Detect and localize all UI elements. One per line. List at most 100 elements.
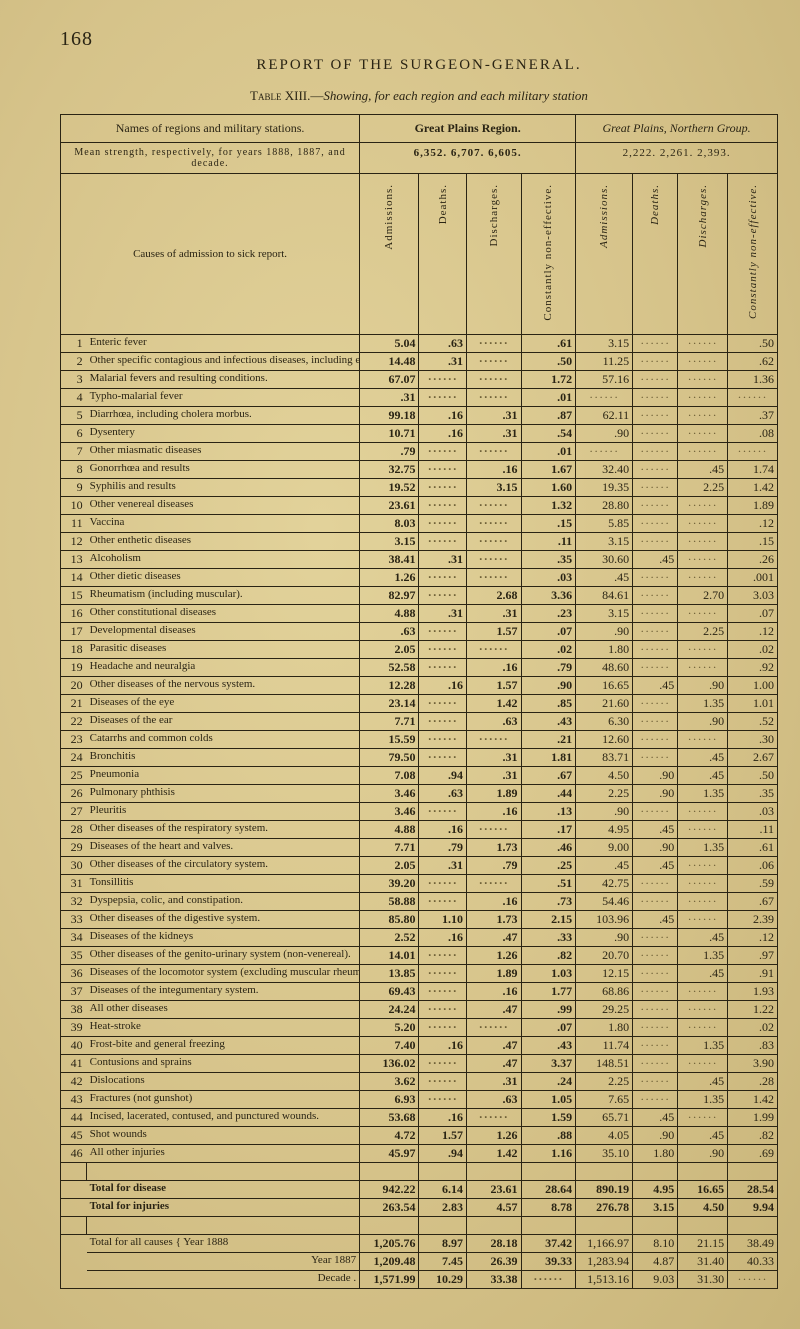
col-discharges-2: Discharges. bbox=[678, 174, 728, 335]
cell-discharges-2: .45 bbox=[678, 460, 728, 478]
cell-discharges-2: .45 bbox=[678, 1126, 728, 1144]
cell-discharges-2: ······ bbox=[678, 1018, 728, 1036]
allcauses-label: Total for all causes { Year 1888 bbox=[87, 1234, 360, 1252]
row-number bbox=[61, 1234, 87, 1288]
cell-admissions-2: 5.85 bbox=[576, 514, 633, 532]
cell-admissions: 3.46 bbox=[360, 802, 419, 820]
cell-deaths-2: .45 bbox=[633, 676, 678, 694]
cause-name: Other diseases of the circulatory system… bbox=[87, 856, 360, 874]
cell-deaths-2: ······ bbox=[633, 1036, 678, 1054]
cause-name: Gonorrhœa and results bbox=[87, 460, 360, 478]
cell-deaths-2: ······ bbox=[633, 442, 678, 460]
cell-discharges: ······ bbox=[466, 514, 521, 532]
cell-admissions: 7.71 bbox=[360, 712, 419, 730]
cell-noneffective: .61 bbox=[521, 334, 576, 352]
col-admissions-2: Admissions. bbox=[576, 174, 633, 335]
table-row: 9Syphilis and results19.52······3.151.60… bbox=[61, 478, 778, 496]
cell-discharges-2: 1.35 bbox=[678, 1090, 728, 1108]
cell-noneffective: .13 bbox=[521, 802, 576, 820]
cell-discharges: 26.39 bbox=[466, 1252, 521, 1270]
cell-deaths-2: ······ bbox=[633, 370, 678, 388]
cell-noneffective-2: 1.99 bbox=[728, 1108, 778, 1126]
cell-noneffective-2: .50 bbox=[728, 334, 778, 352]
cell-noneffective-2: .61 bbox=[728, 838, 778, 856]
cell-discharges-2: ······ bbox=[678, 334, 728, 352]
cell-noneffective-2: 3.90 bbox=[728, 1054, 778, 1072]
row-number: 17 bbox=[61, 622, 87, 640]
table-row: 17Developmental diseases.63······1.57.07… bbox=[61, 622, 778, 640]
cell-deaths: ······ bbox=[419, 730, 466, 748]
cell-admissions: 5.04 bbox=[360, 334, 419, 352]
cell-discharges-2: ······ bbox=[678, 604, 728, 622]
cell-noneffective: ······ bbox=[521, 1270, 576, 1288]
hdr-north: Great Plains, Northern Group. bbox=[576, 115, 778, 143]
table-row: 24Bronchitis79.50······.311.8183.71·····… bbox=[61, 748, 778, 766]
cell-deaths: 2.83 bbox=[419, 1198, 466, 1216]
cell-noneffective-2: .06 bbox=[728, 856, 778, 874]
cell-noneffective-2: ······ bbox=[728, 1270, 778, 1288]
cell-discharges-2: ······ bbox=[678, 910, 728, 928]
cell-discharges: 23.61 bbox=[466, 1180, 521, 1198]
cell-admissions: 45.97 bbox=[360, 1144, 419, 1162]
table-row: 6Dysentery10.71.16.31.54.90············.… bbox=[61, 424, 778, 442]
cell-noneffective: .01 bbox=[521, 388, 576, 406]
table-row: 39Heat-stroke5.20············.071.80····… bbox=[61, 1018, 778, 1036]
cell-deaths: .63 bbox=[419, 784, 466, 802]
cell-discharges: ······ bbox=[466, 370, 521, 388]
cell-admissions-2: 3.15 bbox=[576, 532, 633, 550]
cell-noneffective-2: 40.33 bbox=[728, 1252, 778, 1270]
cell-discharges: .16 bbox=[466, 892, 521, 910]
cell-deaths: ······ bbox=[419, 442, 466, 460]
cell-admissions: 5.20 bbox=[360, 1018, 419, 1036]
col-admissions-1: Admissions. bbox=[360, 174, 419, 335]
cell-deaths-2: .45 bbox=[633, 820, 678, 838]
table-row: 22Diseases of the ear7.71······.63.436.3… bbox=[61, 712, 778, 730]
cell-discharges: 1.57 bbox=[466, 676, 521, 694]
totals-label: Total for injuries bbox=[87, 1198, 360, 1216]
cell-deaths: ······ bbox=[419, 514, 466, 532]
cell-noneffective: .51 bbox=[521, 874, 576, 892]
row-number: 23 bbox=[61, 730, 87, 748]
row-number: 16 bbox=[61, 604, 87, 622]
cell-noneffective: 1.16 bbox=[521, 1144, 576, 1162]
cell-admissions-2: .90 bbox=[576, 622, 633, 640]
cell-noneffective-2: 9.94 bbox=[728, 1198, 778, 1216]
cell-admissions: 58.88 bbox=[360, 892, 419, 910]
cell-admissions: 52.58 bbox=[360, 658, 419, 676]
cell-admissions: 1.26 bbox=[360, 568, 419, 586]
row-number: 25 bbox=[61, 766, 87, 784]
cell-noneffective-2: .62 bbox=[728, 352, 778, 370]
cell-deaths: .16 bbox=[419, 424, 466, 442]
cell-admissions: 6.93 bbox=[360, 1090, 419, 1108]
cell-admissions: 14.01 bbox=[360, 946, 419, 964]
cell-discharges-2: 1.35 bbox=[678, 838, 728, 856]
row-number: 39 bbox=[61, 1018, 87, 1036]
cell-admissions-2: .90 bbox=[576, 424, 633, 442]
cell-discharges-2: 4.50 bbox=[678, 1198, 728, 1216]
cell-admissions-2: 1.80 bbox=[576, 1018, 633, 1036]
table-row: 27Pleuritis3.46······.16.13.90··········… bbox=[61, 802, 778, 820]
cell-discharges: 3.15 bbox=[466, 478, 521, 496]
cell-noneffective-2: .59 bbox=[728, 874, 778, 892]
cell-deaths: ······ bbox=[419, 532, 466, 550]
cause-name: Vaccina bbox=[87, 514, 360, 532]
cause-name: Other venereal diseases bbox=[87, 496, 360, 514]
cell-deaths-2: 4.87 bbox=[633, 1252, 678, 1270]
cell-deaths: ······ bbox=[419, 640, 466, 658]
allcauses-row: Total for all causes { Year 18881,205.76… bbox=[61, 1234, 778, 1252]
cell-deaths: .63 bbox=[419, 334, 466, 352]
cell-admissions: 85.80 bbox=[360, 910, 419, 928]
cell-deaths-2: ······ bbox=[633, 892, 678, 910]
cell-admissions-2: 4.05 bbox=[576, 1126, 633, 1144]
cell-admissions-2: 1.80 bbox=[576, 640, 633, 658]
cell-discharges-2: ······ bbox=[678, 388, 728, 406]
cell-noneffective: .35 bbox=[521, 550, 576, 568]
cell-deaths: ······ bbox=[419, 622, 466, 640]
cell-noneffective-2: .12 bbox=[728, 928, 778, 946]
cell-deaths-2: ······ bbox=[633, 460, 678, 478]
cell-deaths-2: .90 bbox=[633, 766, 678, 784]
table-row: 25Pneumonia7.08.94.31.674.50.90.45.50 bbox=[61, 766, 778, 784]
cell-discharges: .16 bbox=[466, 460, 521, 478]
cell-admissions: 1,205.76 bbox=[360, 1234, 419, 1252]
cell-noneffective: 1.81 bbox=[521, 748, 576, 766]
